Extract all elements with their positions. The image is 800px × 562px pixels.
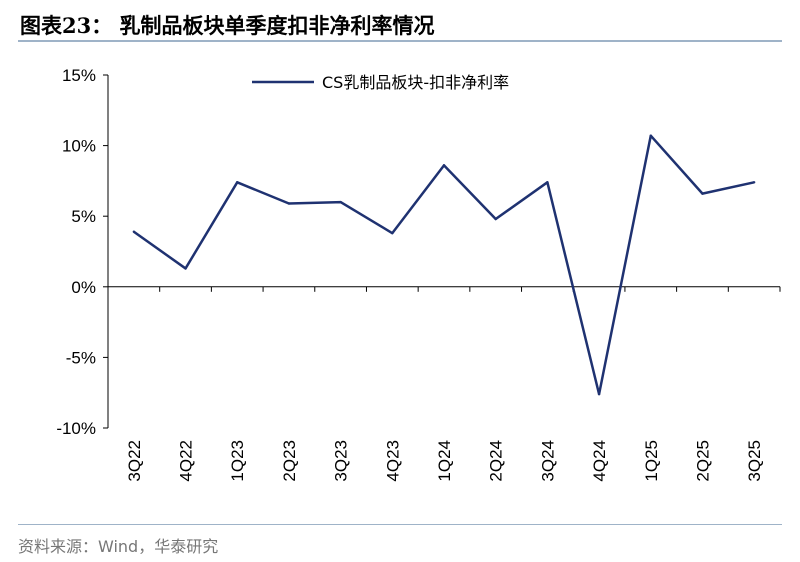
series-line	[133, 134, 755, 396]
x-tick-label: 1Q25	[642, 440, 661, 482]
y-tick-label: 0%	[71, 278, 96, 297]
data-point	[339, 200, 342, 204]
x-tick-label: 4Q23	[383, 440, 402, 482]
y-tick-label: 5%	[71, 207, 96, 226]
data-point	[132, 230, 136, 233]
legend-label: CS乳制品板块-扣非净利率	[322, 73, 509, 92]
data-point	[546, 181, 549, 184]
footer-divider	[18, 524, 782, 525]
series-layer	[132, 134, 756, 396]
legend: CS乳制品板块-扣非净利率	[252, 73, 509, 92]
data-point	[184, 267, 187, 270]
x-tick-label: 4Q24	[590, 440, 609, 482]
data-point	[597, 392, 601, 396]
y-tick-label: -10%	[56, 419, 96, 438]
data-point	[236, 181, 239, 184]
x-axis: 3Q22 4Q22 1Q23 2Q23 3Q23 4Q23 1Q24 2Q24 3Q24 4Q24…	[107, 286, 781, 482]
data-point	[391, 231, 394, 235]
x-tick-label: 2Q23	[280, 440, 299, 482]
y-axis: -10% -5% 0% 5% 10% 15%	[56, 66, 109, 438]
x-tick-label: 3Q22	[125, 440, 144, 482]
data-point	[287, 202, 291, 205]
y-tick-label: 15%	[62, 66, 96, 85]
x-tick-label: 3Q23	[332, 440, 351, 482]
data-point	[494, 217, 497, 221]
x-tick-label: 2Q25	[693, 440, 712, 482]
y-tick-label: -5%	[66, 348, 96, 367]
x-tick-label: 4Q22	[177, 440, 196, 482]
x-tick-label: 2Q24	[487, 440, 506, 482]
source-note: 资料来源：Wind，华泰研究	[18, 537, 219, 556]
x-tick-label: 3Q24	[538, 440, 557, 482]
data-point	[701, 192, 704, 195]
title-divider	[18, 40, 782, 42]
data-point	[752, 181, 756, 184]
chart-title: 图表23： 乳制品板块单季度扣非净利率情况	[20, 13, 435, 38]
data-point	[442, 164, 446, 167]
data-point	[649, 134, 652, 137]
x-tick-label: 1Q24	[435, 440, 454, 482]
y-tick-label: 10%	[62, 137, 96, 156]
x-tick-label: 3Q25	[745, 440, 764, 482]
x-tick-label: 1Q23	[228, 440, 247, 482]
